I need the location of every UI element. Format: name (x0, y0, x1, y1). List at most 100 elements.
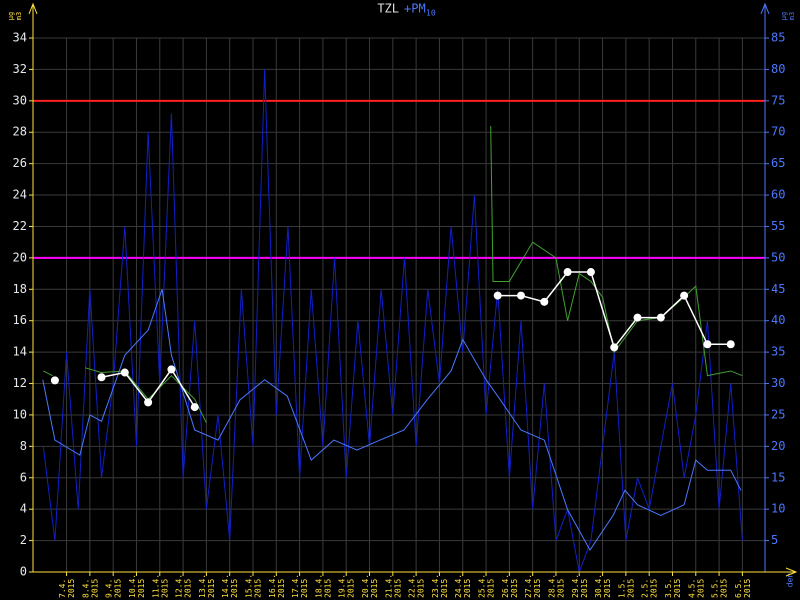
x-tick-year: 2015 (253, 579, 262, 598)
chart-title-2-sub: 10 (426, 9, 436, 18)
x-tick-year: 2015 (277, 579, 286, 598)
y-tick-label: 8 (20, 439, 27, 453)
x-tick-year: 2015 (230, 579, 239, 598)
point (563, 268, 572, 277)
point (610, 343, 619, 352)
x-tick-label: 2.5. (641, 579, 650, 598)
x-tick-label: 27.4. (524, 574, 533, 598)
x-tick-label: 21.4. (384, 574, 393, 598)
x-tick-year: 2015 (626, 579, 635, 598)
x-tick-label: 14.4. (221, 574, 230, 598)
x-tick-year: 2015 (184, 579, 193, 598)
y-tick-label: 32 (13, 62, 27, 76)
x-tick-label: 28.4. (547, 574, 556, 598)
y-tick-label: 0 (20, 565, 27, 579)
y-tick-label: 12 (13, 376, 27, 390)
x-tick-year: 2015 (696, 579, 705, 598)
y-unit-den: m3 (15, 12, 23, 20)
x-tick-year: 2015 (160, 579, 169, 598)
x-tick-year: 2015 (370, 579, 379, 598)
y-tick-label: 16 (13, 313, 27, 327)
x-tick-label: 1.5. (617, 579, 626, 598)
y-axis-arrow (28, 2, 38, 15)
y2-tick-label: 80 (771, 62, 785, 76)
y2-unit-den: m3 (788, 12, 796, 20)
point (97, 373, 106, 382)
x-tick-label: 7.4. (58, 579, 67, 598)
x-tick-year: 2015 (207, 579, 216, 598)
x-tick-label: 9.4. (105, 579, 114, 598)
point (680, 291, 689, 300)
point (167, 365, 176, 374)
x-tick-year: 2015 (114, 579, 123, 598)
y-tick-label: 18 (13, 282, 27, 296)
y2-tick-label: 60 (771, 188, 785, 202)
x-tick-label: 18.4. (314, 574, 323, 598)
x-tick-label: 11.4. (151, 574, 160, 598)
y2-tick-label: 35 (771, 345, 785, 359)
y2-tick-label: 55 (771, 219, 785, 233)
y-tick-label: 4 (20, 502, 27, 516)
y2-tick-label: 85 (771, 31, 785, 45)
x-tick-label: 22.4. (408, 574, 417, 598)
x-tick-year: 2015 (487, 579, 496, 598)
x-tick-year: 2015 (580, 579, 589, 598)
x-tick-label: 5.5. (711, 579, 720, 598)
y2-tick-label: 25 (771, 407, 785, 421)
x-tick-year: 2015 (556, 579, 565, 598)
x-tick-year: 2015 (673, 579, 682, 598)
point (726, 340, 735, 349)
x-tick-year: 2015 (137, 579, 146, 598)
x-tick-year: 2015 (90, 579, 99, 598)
x-tick-label: 3.5. (664, 579, 673, 598)
y2-tick-label: 70 (771, 125, 785, 139)
y2-tick-label: 5 (771, 533, 778, 547)
point (120, 368, 129, 377)
x-tick-label: 23.4. (431, 574, 440, 598)
x-tick-label: 15.4. (244, 574, 253, 598)
x-tick-year: 2015 (510, 579, 519, 598)
point (633, 313, 642, 322)
y2-tick-label: 50 (771, 250, 785, 264)
series-line (42, 289, 742, 551)
y-tick-label: 34 (13, 31, 27, 45)
point (540, 297, 549, 306)
x-tick-year: 2015 (743, 579, 752, 598)
y-tick-label: 10 (13, 407, 27, 421)
x-tick-year: 2015 (67, 579, 76, 598)
y-tick-label: 20 (13, 250, 27, 264)
y2-tick-label: 10 (771, 502, 785, 516)
point (656, 313, 665, 322)
x-tick-label: 20.4. (361, 574, 370, 598)
x-tick-label: 8.4. (81, 579, 90, 598)
x-tick-year: 2015 (417, 579, 426, 598)
point (50, 376, 59, 385)
point (586, 268, 595, 277)
series-line (42, 69, 743, 574)
x-tick-label: 6.5. (734, 579, 743, 598)
x-tick-label: 26.4. (501, 574, 510, 598)
x-tick-year: 2015 (347, 579, 356, 598)
x-tick-year: 2015 (603, 579, 612, 598)
y2-tick-label: 20 (771, 439, 785, 453)
x-tick-year: 2015 (300, 579, 309, 598)
x-axis-label: den (786, 573, 795, 588)
y-tick-label: 26 (13, 156, 27, 170)
y-tick-label: 28 (13, 125, 27, 139)
y2-tick-label: 30 (771, 376, 785, 390)
point (517, 291, 525, 300)
x-tick-label: 10.4. (128, 574, 137, 598)
x-tick-label: 19.4. (338, 574, 347, 598)
y2-unit-num: µg (780, 12, 788, 20)
x-tick-label: 25.4. (478, 574, 487, 598)
x-tick-label: 12.4. (175, 574, 184, 598)
point (493, 291, 502, 300)
x-tick-year: 2015 (323, 579, 332, 598)
y2-tick-label: 45 (771, 282, 785, 296)
chart-title-2: +PM (404, 2, 426, 16)
point (144, 398, 153, 407)
y2-tick-label: 65 (771, 156, 785, 170)
y2-tick-label: 75 (771, 93, 785, 107)
